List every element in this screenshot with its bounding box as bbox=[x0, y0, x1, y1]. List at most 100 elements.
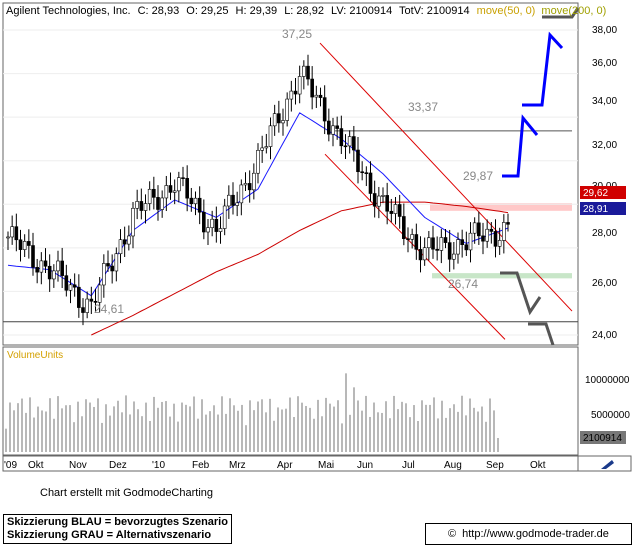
candle-body bbox=[293, 90, 298, 95]
candle-body bbox=[189, 197, 194, 205]
candle-body bbox=[368, 172, 373, 194]
candle-body bbox=[464, 244, 469, 251]
source-url[interactable]: http://www.godmode-trader.de bbox=[462, 528, 609, 540]
candle-body bbox=[310, 78, 314, 98]
header-low: L: 28,92 bbox=[284, 5, 324, 17]
candle-body bbox=[327, 120, 331, 135]
candle-body bbox=[443, 237, 448, 243]
y-tick: 36,00 bbox=[592, 58, 617, 69]
candle-body bbox=[152, 188, 156, 198]
candle-body bbox=[289, 90, 294, 100]
last-ma50-value: 28,91 bbox=[583, 204, 608, 215]
grey-scenario-top bbox=[542, 7, 580, 19]
candle-body bbox=[68, 284, 73, 291]
candle-body bbox=[114, 253, 119, 272]
x-tick: '10 bbox=[152, 460, 165, 471]
candle-body bbox=[56, 260, 60, 272]
candle-body bbox=[389, 210, 394, 214]
y-tick: 26,00 bbox=[592, 278, 617, 289]
candle-body bbox=[110, 265, 114, 272]
candle-body bbox=[60, 260, 64, 276]
candle-body bbox=[118, 239, 123, 255]
candle-body bbox=[239, 184, 244, 204]
candle-body bbox=[252, 172, 256, 191]
y-tick: 24,00 bbox=[592, 330, 617, 341]
candle-body bbox=[285, 98, 289, 121]
candle-body bbox=[331, 125, 335, 135]
candle-body bbox=[35, 267, 39, 273]
candle-body bbox=[427, 237, 431, 249]
x-tick: Dez bbox=[109, 460, 127, 471]
candle-body bbox=[272, 113, 277, 127]
candle-body bbox=[227, 194, 231, 207]
candle-body bbox=[172, 190, 177, 193]
volume-tick: 10000000 bbox=[585, 375, 630, 386]
candle-body bbox=[156, 197, 160, 210]
candle-body bbox=[89, 298, 94, 302]
candle-body bbox=[10, 226, 14, 238]
candle-body bbox=[468, 232, 473, 251]
corner-box bbox=[577, 455, 632, 472]
candle-body bbox=[277, 113, 281, 124]
source-url-box[interactable]: © http://www.godmode-trader.de bbox=[425, 523, 632, 545]
svg-text:Agilent Technologies, Inc.: Agilent Technologies, Inc. C: 28,93 O: 2… bbox=[6, 5, 606, 17]
footer-credit: Chart erstellt mit GodmodeCharting bbox=[40, 487, 214, 499]
x-tick: Sep bbox=[486, 460, 504, 471]
candle-body bbox=[97, 284, 102, 303]
navigate-arrow-icon[interactable] bbox=[601, 460, 614, 469]
candle-body bbox=[493, 231, 498, 247]
candle-body bbox=[139, 201, 144, 211]
candle-body bbox=[160, 197, 164, 210]
candle-body bbox=[260, 147, 264, 151]
x-tick: Jun bbox=[357, 460, 373, 471]
candle-body bbox=[102, 263, 106, 286]
header-ma50: move(50, 0) bbox=[477, 5, 536, 17]
last-volume-tag bbox=[580, 431, 626, 444]
candle-body bbox=[27, 241, 31, 246]
label-target: 29,87 bbox=[463, 169, 493, 183]
x-tick: Mai bbox=[318, 460, 334, 471]
candle-body bbox=[72, 284, 77, 288]
candle-body bbox=[497, 240, 502, 247]
candle-body bbox=[306, 65, 310, 80]
candle-body bbox=[452, 253, 456, 260]
ma200-line bbox=[91, 201, 509, 336]
candle-body bbox=[477, 222, 481, 237]
candle-body bbox=[297, 76, 302, 95]
candle-body bbox=[143, 203, 148, 211]
x-axis: '09 Okt Nov Dez '10 Feb Mrz Apr Mai Jun … bbox=[4, 460, 546, 471]
header-open: O: 29,25 bbox=[186, 5, 228, 17]
candle-body bbox=[360, 171, 364, 174]
candle-body bbox=[335, 125, 339, 129]
last-ma50-tag bbox=[580, 202, 626, 215]
x-tick: Okt bbox=[28, 460, 44, 471]
label-low: 24,61 bbox=[94, 302, 124, 316]
candle-body bbox=[402, 216, 406, 239]
candle-body bbox=[168, 185, 173, 193]
candle-body bbox=[22, 241, 27, 250]
candle-body bbox=[6, 236, 10, 239]
candle-body bbox=[39, 260, 44, 273]
candle-body bbox=[210, 218, 214, 228]
header-close: C: 28,93 bbox=[138, 5, 180, 17]
candle-body bbox=[106, 263, 110, 267]
candle-body bbox=[352, 136, 356, 151]
grey-scenario-2 bbox=[528, 322, 555, 346]
candle-body bbox=[343, 145, 348, 148]
label-resistance: 33,37 bbox=[408, 100, 438, 114]
candle-body bbox=[268, 125, 273, 147]
candle-body bbox=[31, 245, 35, 268]
candle-body bbox=[131, 207, 135, 237]
candle-body bbox=[439, 237, 444, 251]
candle-body bbox=[364, 172, 369, 174]
candle-body bbox=[472, 222, 477, 234]
candle-body bbox=[377, 195, 381, 207]
candle-body bbox=[339, 128, 344, 147]
candle-body bbox=[164, 185, 169, 199]
candle-body bbox=[206, 227, 210, 233]
support-zone bbox=[432, 273, 572, 279]
candle-body bbox=[185, 178, 189, 199]
volume-bars bbox=[5, 373, 499, 452]
candle-body bbox=[347, 136, 352, 147]
candle-body bbox=[193, 197, 198, 205]
